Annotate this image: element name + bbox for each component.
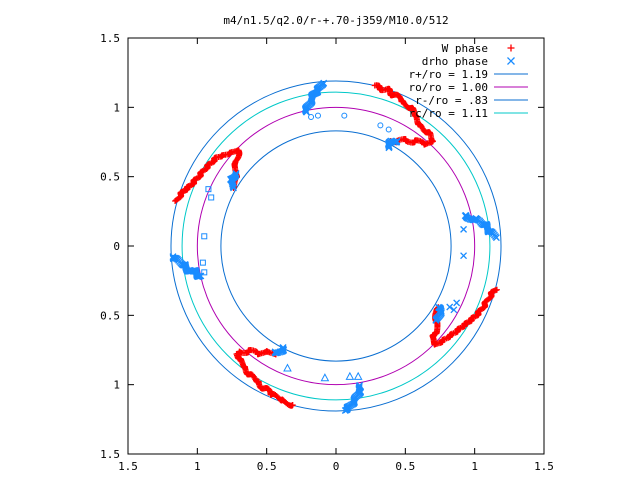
sparse-point [460, 225, 468, 233]
y-tick-label: 1 [113, 101, 120, 114]
radius-circle [170, 80, 502, 412]
legend-label: drho phase [422, 55, 488, 68]
sparse-point [208, 194, 215, 201]
data-point [437, 307, 445, 315]
radius-circle [220, 130, 452, 362]
legend-label: ro/ro = 1.00 [409, 81, 488, 94]
x-tick-label: 1.5 [118, 460, 138, 473]
data-point [271, 348, 279, 356]
y-tick-label: 0.5 [100, 309, 120, 322]
x-tick-label: 1 [194, 460, 201, 473]
data-point [197, 272, 205, 280]
x-tick-label: 0.5 [395, 460, 415, 473]
sparse-point [201, 269, 208, 276]
radius-circle [196, 106, 476, 386]
legend-label: W phase [442, 42, 488, 55]
sparse-point [341, 112, 348, 119]
sparse-point [377, 122, 384, 129]
data-point [492, 234, 500, 242]
y-tick-label: 1 [113, 379, 120, 392]
data-point [303, 108, 310, 116]
x-tick-label: 0 [333, 460, 340, 473]
sparse-point [314, 112, 321, 119]
data-point [341, 407, 349, 414]
sparse-point [201, 233, 208, 240]
x-tick-label: 0.5 [257, 460, 277, 473]
y-tick-label: 1.5 [100, 32, 120, 45]
data-point [232, 170, 240, 177]
y-tick-label: 0.5 [100, 171, 120, 184]
y-tick-label: 1.5 [100, 448, 120, 461]
sparse-point [453, 299, 461, 307]
legend-label: rc/ro = 1.11 [409, 107, 488, 120]
reference-circles [170, 80, 502, 412]
sparse-point [446, 303, 454, 311]
axis-ticks: 1.5 1 0.5 0 0.5 1 1.51.510.500.511.5 [100, 32, 554, 473]
legend-label: r-/ro = .83 [415, 94, 488, 107]
sparse-points [199, 112, 468, 382]
data-point [432, 317, 440, 324]
x-tick-label: 1 [471, 460, 478, 473]
series-W-phase [172, 82, 500, 409]
sparse-point [385, 126, 392, 133]
sparse-point [308, 114, 315, 121]
sparse-point [205, 186, 212, 193]
data-point [393, 137, 401, 145]
sparse-point [283, 363, 292, 372]
sparse-point [353, 371, 363, 380]
radius-circle [181, 91, 491, 401]
sparse-point [199, 259, 206, 266]
series-drho-phase [169, 79, 500, 414]
data-point [232, 171, 240, 179]
legend-swatch [507, 44, 515, 52]
sparse-point [450, 306, 458, 314]
y-tick-label: 0 [113, 240, 120, 253]
legend-swatch [507, 57, 515, 65]
sparse-point [345, 371, 355, 380]
sparse-point [320, 373, 330, 382]
x-tick-label: 1.5 [534, 460, 554, 473]
data-series [169, 79, 500, 414]
sparse-point [460, 252, 468, 260]
legend-label: r+/ro = 1.19 [409, 68, 488, 81]
chart-title: m4/n1.5/q2.0/r-+.70-j359/M10.0/512 [223, 14, 448, 27]
